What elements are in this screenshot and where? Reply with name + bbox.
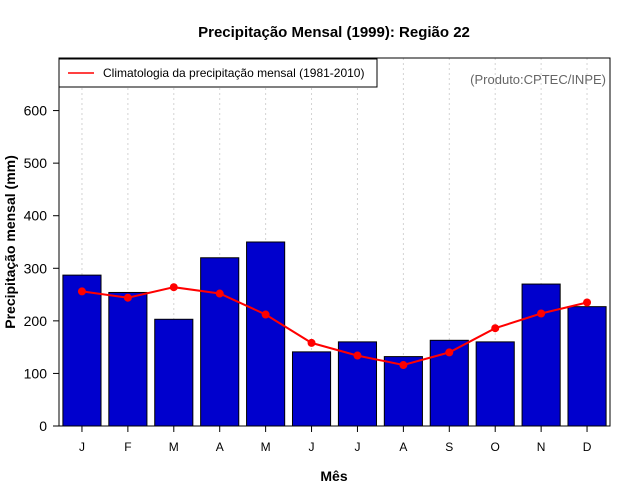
- climatology-point: [215, 289, 224, 298]
- precip-bar: [291, 351, 332, 427]
- y-tick-label: 600: [24, 103, 48, 119]
- x-tick-label: F: [124, 440, 131, 454]
- x-tick-label: S: [445, 440, 453, 454]
- precip-bar: [475, 341, 515, 427]
- y-tick-label: 500: [24, 155, 48, 171]
- climatology-point: [77, 287, 86, 296]
- precip-bar: [62, 274, 102, 427]
- y-tick-label: 200: [24, 313, 48, 329]
- climatology-point: [353, 351, 362, 360]
- plot-frame: [58, 57, 611, 427]
- precip-bar: [154, 318, 194, 427]
- x-tick-label: N: [537, 440, 546, 454]
- climatology-point: [169, 283, 178, 292]
- precip-bar: [200, 257, 240, 427]
- x-axis-title: Mês: [320, 468, 347, 484]
- climatology-point: [583, 298, 592, 307]
- x-tick-label: J: [309, 440, 315, 454]
- climatology-point: [123, 293, 132, 302]
- y-axis-title: Precipitação mensal (mm): [2, 155, 18, 329]
- precip-bar: [521, 283, 561, 427]
- legend-box: [58, 58, 378, 88]
- climatology-line: [81, 286, 588, 367]
- x-tick-label: M: [261, 440, 271, 454]
- y-tick-label: 100: [24, 365, 48, 381]
- bars-layer: [62, 241, 607, 427]
- x-tick-label: D: [583, 440, 592, 454]
- climatology-point: [445, 348, 454, 357]
- x-tick-label: A: [216, 440, 224, 454]
- y-tick-label: 0: [39, 418, 47, 434]
- precip-bar: [567, 306, 607, 427]
- y-tick-label: 400: [24, 208, 48, 224]
- x-tick-label: O: [491, 440, 500, 454]
- climatology-line-layer: [81, 286, 588, 367]
- climatology-point: [261, 310, 270, 319]
- legend: Climatologia da precipitação mensal (198…: [58, 58, 378, 88]
- x-tick-label: A: [399, 440, 407, 454]
- legend-label-climatology: Climatologia da precipitação mensal (198…: [103, 66, 364, 80]
- y-axis: 0 100 200 300 400 500 600: [24, 103, 59, 434]
- climatology-points-layer: [77, 283, 592, 370]
- precip-bar: [246, 241, 286, 427]
- climatology-point: [537, 309, 546, 318]
- x-tick-label: J: [79, 440, 85, 454]
- y-tick-label: 300: [24, 260, 48, 276]
- precip-bar: [108, 291, 148, 427]
- climatology-point: [491, 324, 500, 333]
- climatology-point: [399, 361, 408, 370]
- climatology-point: [307, 338, 316, 347]
- x-tick-label: M: [169, 440, 179, 454]
- source-credit: (Produto:CPTEC/INPE): [470, 72, 606, 87]
- x-tick-label: J: [354, 440, 360, 454]
- chart-title: Precipitação Mensal (1999): Região 22: [198, 24, 470, 41]
